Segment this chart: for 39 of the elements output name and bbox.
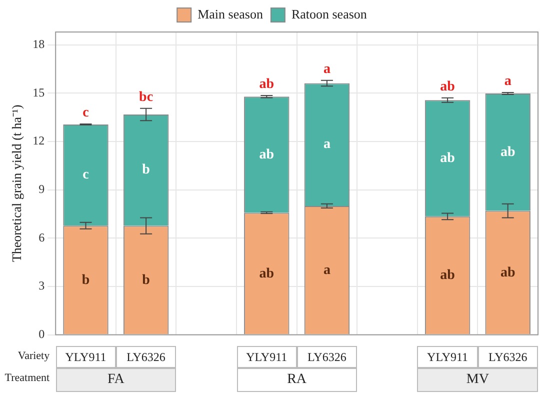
data-label: c [82, 168, 89, 183]
x-tick-label: LY6326 [478, 346, 538, 368]
text: RA [236, 368, 358, 392]
legend-label: Main season [198, 6, 264, 22]
data-label: ab [259, 266, 274, 282]
data-label: b [142, 162, 150, 178]
annotation: a [504, 74, 512, 90]
y-tick-label: 9 [38, 182, 45, 196]
y-tick-label: 3 [38, 278, 45, 293]
y-axis-title: Theoretical grain yield (t ha⁻¹) [9, 104, 24, 262]
x-tick-label: LY6326 [116, 346, 176, 368]
data-label: a [323, 137, 330, 152]
text: Treatment [4, 372, 50, 384]
annotation: ab [259, 77, 274, 92]
y-tick-label: 18 [32, 37, 45, 52]
annotation: bc [139, 90, 154, 105]
y-tick-label: 12 [32, 134, 45, 148]
y-tick-label: 6 [38, 230, 45, 244]
annotation: ab [440, 79, 456, 94]
data-label: ab [500, 144, 516, 160]
annotation: a [323, 62, 330, 77]
data-label: ab [500, 265, 516, 280]
y-tick-label: 0 [38, 326, 45, 341]
text: Variety [18, 350, 50, 362]
text: MV [417, 368, 538, 392]
y-tick-label: 15 [32, 85, 45, 100]
legend-label: Ratoon season [291, 6, 368, 22]
data-label: ab [259, 147, 274, 162]
data-label: b [142, 272, 150, 288]
x-tick-label: YLY911 [417, 346, 478, 368]
text: FA [56, 368, 176, 392]
data-label: ab [440, 150, 456, 166]
data-label: ab [440, 268, 456, 284]
x-tick-label: YLY911 [56, 346, 116, 368]
annotation: c [82, 106, 89, 121]
data-label: a [323, 262, 330, 278]
data-label: b [82, 272, 90, 288]
x-tick-label: LY6326 [296, 346, 358, 368]
x-tick-label: YLY911 [236, 346, 297, 368]
